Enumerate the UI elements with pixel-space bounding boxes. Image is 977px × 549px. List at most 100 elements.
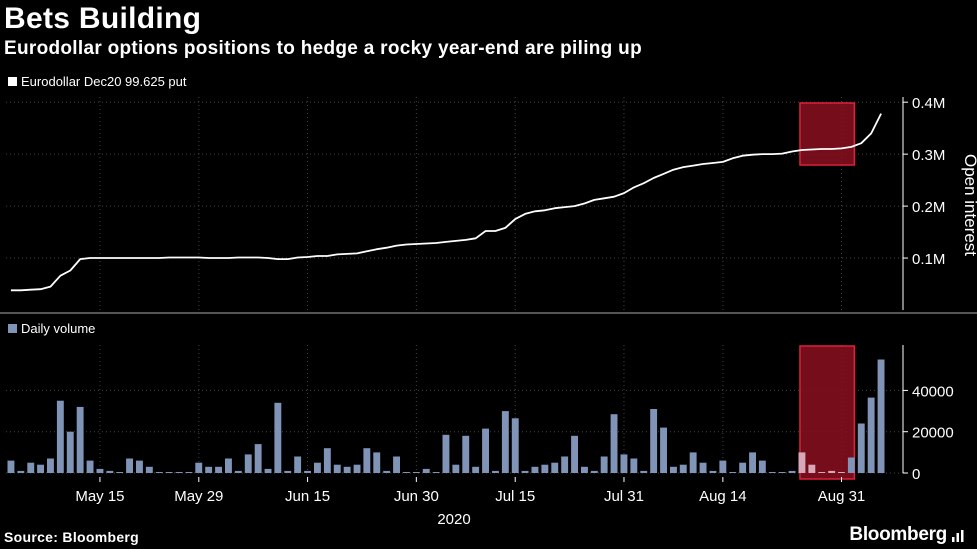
volume-bar — [670, 466, 677, 473]
volume-bar — [729, 472, 737, 473]
volume-bar — [422, 468, 430, 473]
bar-legend-label: Daily volume — [21, 321, 95, 336]
highlight-boxes — [799, 102, 856, 480]
volume-bar — [155, 472, 163, 473]
volume-bar — [116, 472, 124, 473]
volume-bar — [600, 456, 608, 473]
volume-bar — [274, 402, 282, 473]
volume-bar — [778, 472, 786, 473]
volume-bar — [323, 448, 331, 473]
volume-bar — [561, 456, 569, 473]
volume-bar — [768, 472, 776, 473]
volume-bar — [363, 448, 371, 473]
bloomberg-logo: Bloomberg — [849, 524, 947, 545]
volume-bar — [175, 472, 183, 473]
volume-bar — [679, 464, 687, 473]
x-tick-label: May 29 — [174, 488, 223, 505]
volume-bar — [225, 458, 232, 473]
bloomberg-mark-icon — [952, 530, 964, 542]
volume-bar — [96, 468, 104, 473]
volume-bar — [393, 456, 400, 473]
volume-bar — [254, 444, 262, 473]
volume-bar — [47, 458, 54, 473]
y-tick-label-top: 0.3M — [912, 147, 945, 164]
volume-bar — [660, 427, 667, 473]
volume-bar — [610, 414, 618, 473]
volume-bar — [264, 468, 272, 473]
volume-bar — [818, 472, 826, 473]
volume-bar — [304, 470, 311, 473]
volume-bar — [798, 452, 806, 473]
volume-bar — [551, 462, 559, 473]
chart-subtitle: Eurodollar options positions to hedge a … — [4, 38, 642, 59]
x-axis-year-label: 2020 — [437, 511, 470, 528]
volume-bar — [857, 423, 865, 473]
volume-bar — [620, 454, 628, 473]
volume-bar — [739, 462, 747, 473]
volume-bar — [76, 406, 84, 473]
y-tick-label-bottom: 0 — [912, 466, 920, 483]
volume-bar — [492, 470, 499, 473]
volume-bar — [7, 460, 15, 473]
volume-bar — [284, 470, 292, 473]
volume-bar — [86, 460, 94, 473]
volume-bar — [699, 462, 707, 473]
y-axis-title: Open interest — [961, 154, 977, 256]
volume-bar — [531, 466, 539, 473]
source-note: Source: Bloomberg — [4, 529, 140, 545]
volume-bar — [66, 431, 74, 473]
volume-bar — [106, 470, 114, 473]
volume-bar — [37, 464, 44, 473]
volume-bar — [234, 470, 242, 473]
x-tick-label: Aug 14 — [699, 488, 747, 505]
volume-bar — [432, 472, 440, 473]
volume-bar — [314, 462, 321, 473]
volume-bar — [215, 466, 222, 473]
y-tick-label-top: 0.2M — [912, 199, 945, 216]
volume-bar — [56, 400, 64, 473]
volume-bar — [521, 470, 529, 473]
volume-bar — [343, 466, 351, 473]
volume-bar — [808, 464, 816, 473]
y-tick-label-top: 0.1M — [912, 251, 945, 268]
chart-title: Bets Building — [4, 2, 202, 35]
volume-bar — [383, 470, 391, 473]
daily-volume-bars — [7, 359, 885, 473]
line-legend-label: Eurodollar Dec20 99.625 put — [21, 74, 187, 89]
volume-bar — [27, 462, 35, 473]
volume-bar — [294, 456, 302, 473]
axes: 0.1M 0.2M 0.3M 0.4M 0 20000 40000 May 15 May 29 J… — [0, 95, 977, 505]
open-interest-line-layer — [10, 113, 882, 292]
volume-bar — [136, 460, 143, 473]
volume-bar — [828, 470, 836, 473]
line-legend-swatch — [8, 77, 17, 86]
x-tick-label: Aug 31 — [818, 488, 866, 505]
volume-bar — [719, 460, 727, 473]
bar-legend-swatch — [8, 324, 17, 333]
volume-bar — [749, 452, 756, 473]
volume-bar — [403, 472, 410, 473]
volume-bar — [205, 466, 213, 473]
volume-bar — [452, 464, 460, 473]
volume-bar — [877, 359, 885, 473]
x-tick-label: Jul 31 — [604, 488, 644, 505]
volume-bar — [17, 470, 25, 473]
volume-bar — [185, 472, 193, 473]
highlight-box-open-interest — [799, 102, 856, 166]
volume-bar — [333, 464, 341, 473]
y-tick-label-bottom: 40000 — [912, 383, 954, 400]
volume-bar — [462, 435, 470, 473]
volume-bar — [412, 472, 420, 473]
volume-bar — [501, 411, 509, 473]
volume-bar — [373, 452, 381, 473]
volume-bar — [640, 470, 648, 473]
volume-bar — [165, 472, 173, 473]
open-interest-line — [10, 113, 882, 292]
volume-bar — [867, 397, 875, 473]
volume-bar — [630, 458, 638, 473]
volume-bar — [838, 472, 845, 473]
x-tick-label: Jun 30 — [394, 488, 439, 505]
volume-bar — [442, 434, 450, 473]
volume-bar — [758, 460, 766, 473]
